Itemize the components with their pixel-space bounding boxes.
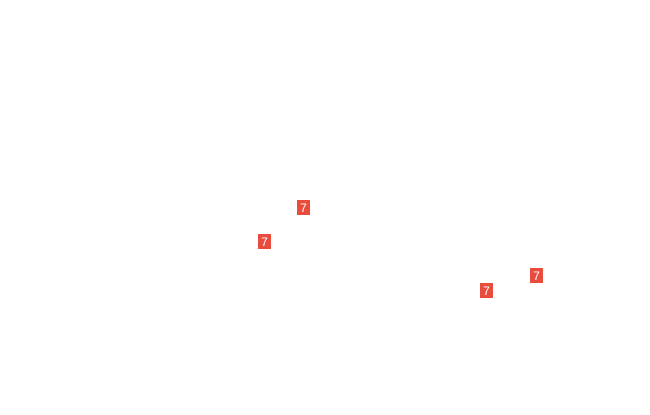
som-marker[interactable]: 7 xyxy=(530,268,543,283)
som-marker[interactable]: 7 xyxy=(258,234,271,249)
som-marker[interactable]: 7 xyxy=(480,283,493,298)
som-marker[interactable]: 7 xyxy=(297,200,310,215)
